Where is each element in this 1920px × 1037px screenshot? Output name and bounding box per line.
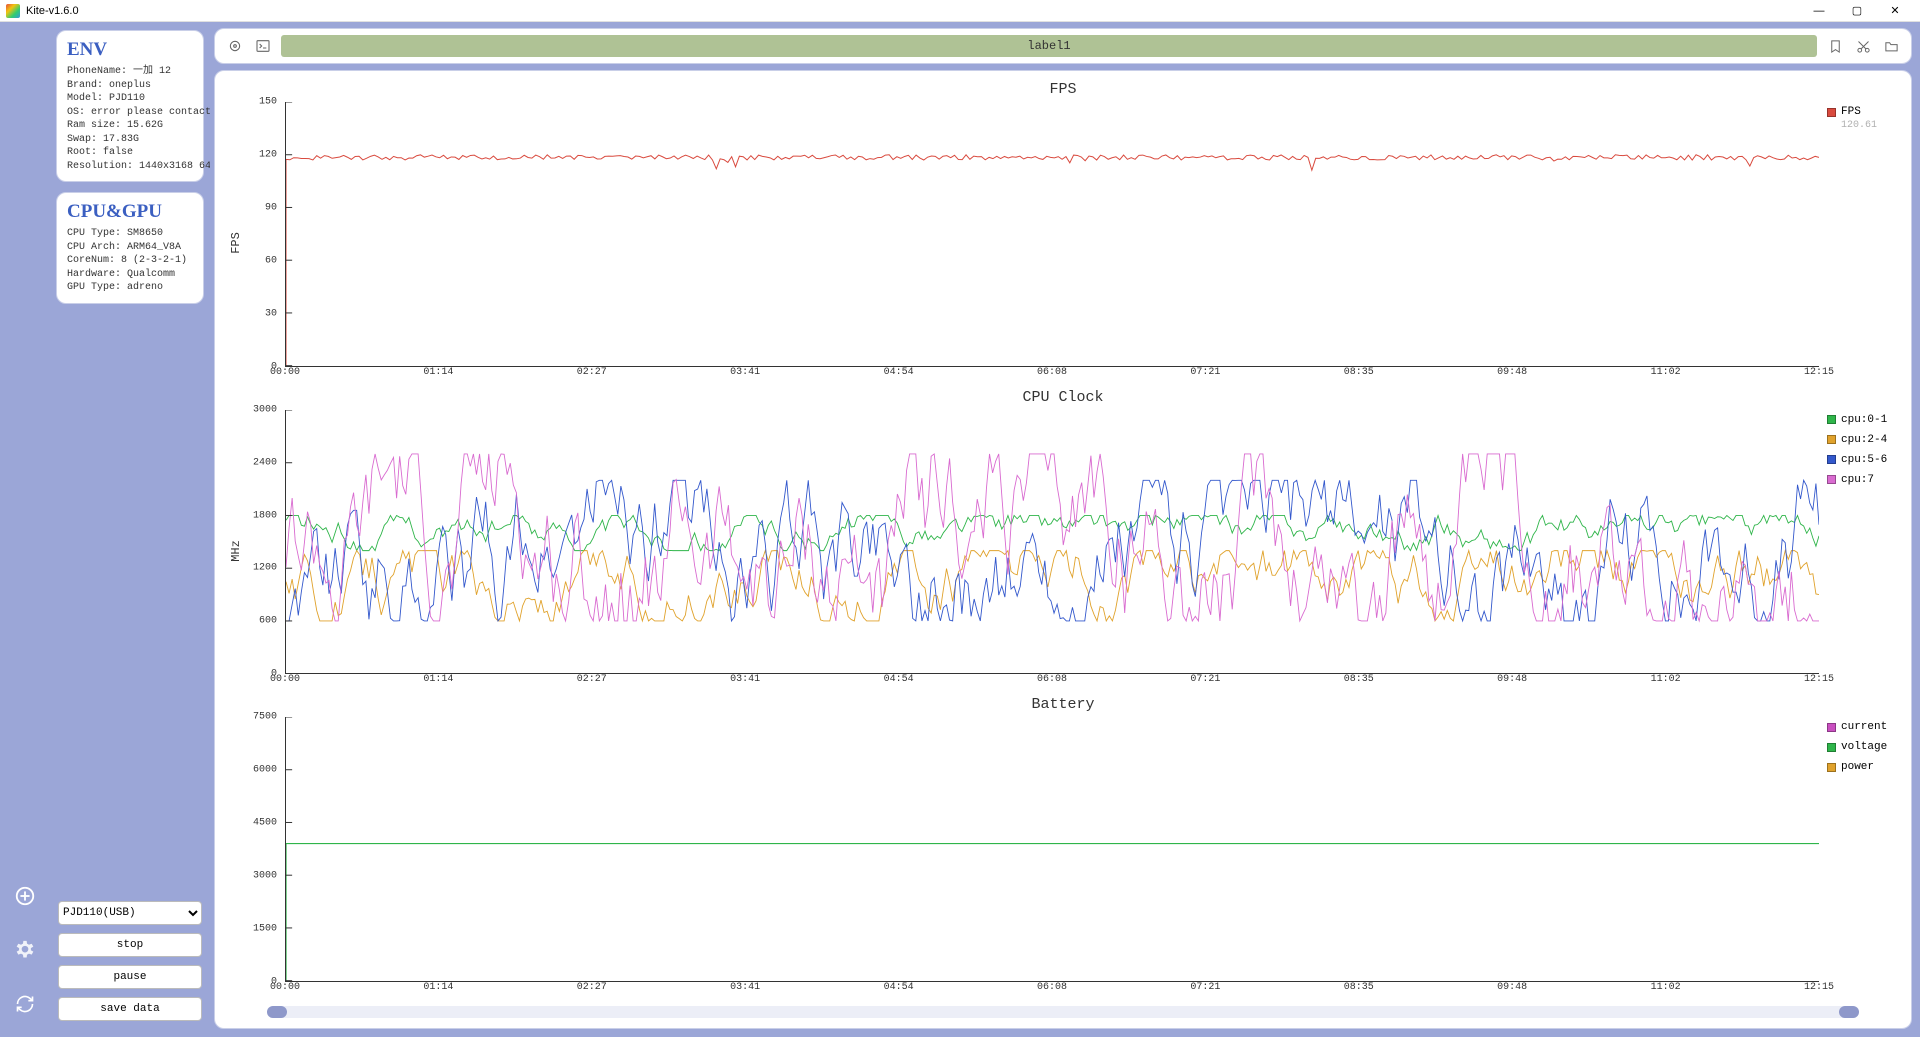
battery-plot[interactable]: 015003000450060007500	[245, 717, 1819, 982]
fps-chart: FPS FPS 0306090120150 00:0001:1402:2703:…	[227, 77, 1899, 385]
main-area: label1 FPS FPS 0306090120150 00:0001:140…	[210, 22, 1920, 1037]
refresh-icon[interactable]	[12, 991, 38, 1017]
maximize-button[interactable]: ▢	[1838, 0, 1876, 22]
scrollbar-thumb-right[interactable]	[1839, 1006, 1859, 1018]
terminal-icon[interactable]	[253, 36, 273, 56]
controls-panel: PJD110(USB) stop pause save data	[56, 901, 204, 1029]
env-card: ENV PhoneName: 一加 12 Brand: oneplus Mode…	[56, 30, 204, 182]
env-details: PhoneName: 一加 12 Brand: oneplus Model: P…	[67, 65, 193, 173]
bookmark-icon[interactable]	[1825, 36, 1845, 56]
fps-legend: FPS120.61	[1819, 102, 1899, 385]
cpu-ylabel: MHz	[227, 410, 245, 693]
charts-container: FPS FPS 0306090120150 00:0001:1402:2703:…	[214, 70, 1912, 1029]
fps-ylabel: FPS	[227, 102, 245, 385]
stop-button[interactable]: stop	[58, 933, 202, 957]
topbar-label: label1	[281, 35, 1817, 57]
fps-plot[interactable]: 0306090120150	[245, 102, 1819, 367]
save-data-button[interactable]: save data	[58, 997, 202, 1021]
topbar: label1	[214, 28, 1912, 64]
cpugpu-details: CPU Type: SM8650 CPU Arch: ARM64_V8A Cor…	[67, 227, 193, 295]
fps-chart-title: FPS	[227, 77, 1899, 102]
device-select[interactable]: PJD110(USB)	[58, 901, 202, 925]
app-logo-icon	[6, 4, 20, 18]
battery-chart-title: Battery	[227, 692, 1899, 717]
env-title: ENV	[67, 39, 193, 61]
close-button[interactable]: ✕	[1876, 0, 1914, 22]
app-root: ENV PhoneName: 一加 12 Brand: oneplus Mode…	[0, 22, 1920, 1037]
scrollbar-thumb-left[interactable]	[267, 1006, 287, 1018]
pause-button[interactable]: pause	[58, 965, 202, 989]
timeline-scrollbar[interactable]	[267, 1006, 1859, 1018]
cpugpu-title: CPU&GPU	[67, 201, 193, 223]
folder-icon[interactable]	[1881, 36, 1901, 56]
cpugpu-card: CPU&GPU CPU Type: SM8650 CPU Arch: ARM64…	[56, 192, 204, 304]
battery-chart: Battery 015003000450060007500 00:0001:14…	[227, 692, 1899, 1000]
left-panel: ENV PhoneName: 一加 12 Brand: oneplus Mode…	[50, 22, 210, 1037]
target-icon[interactable]	[225, 36, 245, 56]
cpu-plot[interactable]: 06001200180024003000	[245, 410, 1819, 675]
cpu-legend: cpu:0-1cpu:2-4cpu:5-6cpu:7	[1819, 410, 1899, 693]
window-title: Kite-v1.6.0	[26, 5, 79, 17]
cpu-chart: CPU Clock MHz 06001200180024003000 00:00…	[227, 385, 1899, 693]
titlebar: Kite-v1.6.0 — ▢ ✕	[0, 0, 1920, 22]
add-icon[interactable]	[12, 883, 38, 909]
battery-ylabel	[227, 717, 245, 1000]
cut-icon[interactable]	[1853, 36, 1873, 56]
battery-legend: currentvoltagepower	[1819, 717, 1899, 1000]
minimize-button[interactable]: —	[1800, 0, 1838, 22]
cpu-chart-title: CPU Clock	[227, 385, 1899, 410]
sidebar-iconbar	[0, 22, 50, 1037]
settings-icon[interactable]	[12, 937, 38, 963]
